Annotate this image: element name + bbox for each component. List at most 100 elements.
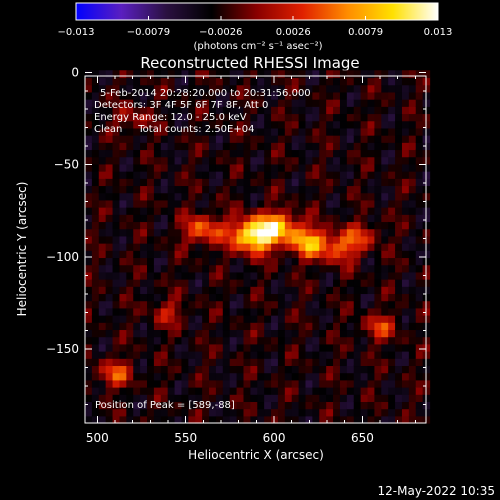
heatmap-cell	[401, 264, 410, 273]
heatmap-cell	[85, 127, 93, 136]
heatmap-cell	[195, 106, 203, 115]
heatmap-cell	[401, 307, 410, 316]
heatmap-cell	[133, 293, 141, 302]
heatmap-cell	[126, 178, 134, 187]
heatmap-cell	[229, 149, 238, 158]
heatmap-cell	[147, 401, 155, 410]
heatmap-cell	[85, 315, 93, 323]
heatmap-cell	[353, 70, 362, 79]
heatmap-cell	[271, 315, 279, 323]
heatmap-cell	[264, 84, 272, 93]
heatmap-cell	[85, 300, 93, 309]
heatmap-cell	[250, 178, 258, 187]
heatmap-cell	[401, 293, 410, 302]
heatmap-cell	[85, 394, 93, 403]
heatmap-cell	[209, 264, 217, 273]
heatmap-cell	[236, 379, 245, 388]
heatmap-cell	[312, 178, 320, 187]
heatmap-cell	[98, 264, 107, 273]
heatmap-cell	[126, 221, 134, 230]
heatmap-cell	[140, 135, 148, 143]
heatmap-cell	[133, 379, 141, 388]
heatmap-cell	[277, 358, 286, 367]
heatmap-cell	[401, 415, 410, 424]
heatmap-cell	[388, 77, 396, 86]
heatmap-cell	[339, 387, 348, 395]
heatmap-cell	[339, 315, 348, 323]
heatmap-cell	[284, 365, 293, 374]
heatmap-cell	[160, 214, 169, 223]
heatmap-cell	[415, 221, 424, 230]
heatmap-cell	[305, 293, 313, 302]
heatmap-cell	[98, 163, 107, 172]
x-axis-label: Heliocentric X (arcsec)	[188, 448, 324, 462]
heatmap-cell	[98, 408, 107, 417]
heatmap-cell	[319, 84, 327, 93]
heatmap-cell	[312, 91, 320, 100]
heatmap-cell	[167, 127, 176, 136]
heatmap-cell	[339, 279, 348, 287]
heatmap-cell	[209, 394, 217, 403]
heatmap-cell	[326, 243, 334, 251]
heatmap-cell	[360, 127, 369, 136]
heatmap-cell	[209, 336, 217, 345]
heatmap-cell	[167, 77, 176, 86]
heatmap-cell	[408, 257, 417, 266]
heatmap-cell	[133, 149, 141, 158]
heatmap-cell	[395, 192, 403, 201]
heatmap-cell	[236, 185, 245, 194]
heatmap-cell	[188, 307, 196, 316]
heatmap-cell	[319, 293, 327, 302]
heatmap-cell	[160, 235, 169, 244]
heatmap-cell	[284, 315, 293, 323]
heatmap-cell	[195, 264, 203, 273]
heatmap-cell	[346, 365, 355, 374]
heatmap-cell	[85, 70, 93, 79]
heatmap-cell	[333, 207, 341, 215]
heatmap-cell	[209, 322, 217, 331]
heatmap-cell	[98, 315, 107, 323]
heatmap-cell	[133, 372, 141, 381]
heatmap-cell	[209, 315, 217, 323]
heatmap-cell	[271, 77, 279, 86]
heatmap-cell	[147, 127, 155, 136]
heatmap-cell	[243, 142, 251, 151]
heatmap-cell	[284, 142, 293, 151]
heatmap-cell	[271, 351, 279, 359]
heatmap-cell	[271, 207, 279, 215]
heatmap-cell	[312, 322, 320, 331]
heatmap-cell	[298, 408, 307, 417]
heatmap-cell	[167, 235, 176, 244]
heatmap-cell	[305, 387, 313, 395]
heatmap-cell	[401, 286, 410, 295]
heatmap-cell	[339, 343, 348, 352]
heatmap-cell	[85, 336, 93, 345]
heatmap-cell	[126, 135, 134, 143]
heatmap-cell	[319, 394, 327, 403]
heatmap-cell	[319, 387, 327, 395]
heatmap-cell	[271, 394, 279, 403]
heatmap-cell	[339, 293, 348, 302]
heatmap-cell	[140, 99, 148, 107]
heatmap-cell	[160, 99, 169, 107]
heatmap-cell	[408, 156, 417, 165]
heatmap-cell	[257, 379, 265, 388]
heatmap-cell	[291, 91, 300, 100]
heatmap-cell	[264, 214, 272, 223]
heatmap-cell	[181, 142, 189, 151]
heatmap-cell	[112, 401, 121, 410]
heatmap-cell	[202, 135, 210, 143]
heatmap-cell	[257, 307, 265, 316]
heatmap-cell	[291, 120, 300, 129]
heatmap-cell	[105, 300, 114, 309]
heatmap-cell	[195, 300, 203, 309]
heatmap-cell	[112, 243, 121, 251]
heatmap-cell	[346, 372, 355, 381]
heatmap-cell	[395, 214, 403, 223]
heatmap-cell	[367, 408, 376, 417]
heatmap-cell	[291, 235, 300, 244]
heatmap-cell	[105, 379, 114, 388]
heatmap-cell	[98, 279, 107, 287]
heatmap-cell	[298, 221, 307, 230]
heatmap-cell	[319, 99, 327, 107]
